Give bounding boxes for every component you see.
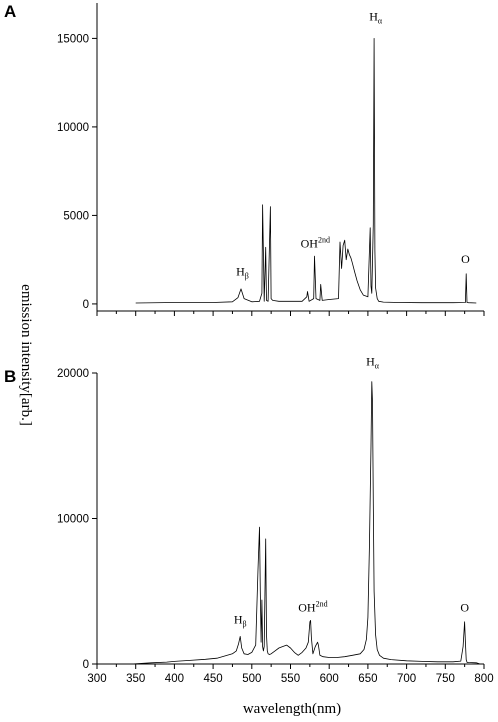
panel-b-x-tick-label: 600 bbox=[320, 673, 339, 685]
panel-a-y-tick-label: 10000 bbox=[57, 122, 89, 134]
panel-a-y-tick-label: 5000 bbox=[63, 210, 89, 222]
panel-b-x-tick-label: 500 bbox=[242, 673, 261, 685]
panel-b-x-tick-label: 300 bbox=[87, 673, 106, 685]
panel-b-y-tick-label: 0 bbox=[83, 659, 89, 671]
panel-b-x-tick-label: 350 bbox=[126, 673, 145, 685]
panel-a-letter: A bbox=[4, 2, 16, 21]
panel-b-chart: 0 10000 20000 300 350 400 450 500 550 600 650 700 75… bbox=[57, 355, 494, 685]
panel-b-peak-label: O bbox=[460, 601, 469, 615]
panel-b-x-tick-label: 700 bbox=[397, 673, 416, 685]
panel-a-y-tick-label: 15000 bbox=[57, 33, 89, 45]
panel-b-peak-label: Hα bbox=[366, 355, 380, 371]
panel-b-x-tick-label: 400 bbox=[165, 673, 184, 685]
panel-b-x-tick-label: 450 bbox=[204, 673, 223, 685]
panel-a-peak-label: Hα bbox=[369, 10, 383, 26]
x-axis-title: wavelength(nm) bbox=[243, 701, 341, 717]
panel-a-peak-label: Hβ bbox=[236, 265, 249, 281]
panel-b-x-tick-label: 750 bbox=[436, 673, 455, 685]
panel-a-peak-label: OH2nd bbox=[301, 235, 330, 250]
panel-a-peak-label: O bbox=[461, 252, 470, 266]
panel-b-x-tick-label: 800 bbox=[474, 673, 493, 685]
panel-a-spectrum-line bbox=[135, 38, 477, 304]
panel-b-spectrum-line bbox=[131, 381, 481, 665]
panel-b-y-tick-label: 20000 bbox=[57, 368, 89, 380]
panel-a-chart: 0 5000 10000 15000 Hβ OH2nd Hα O bbox=[57, 3, 485, 316]
panel-b-peak-label: OH2nd bbox=[298, 600, 327, 615]
panel-b-x-tick-label: 650 bbox=[358, 673, 377, 685]
panel-b-letter: B bbox=[4, 367, 16, 386]
panel-a-y-tick-label: 0 bbox=[83, 299, 89, 311]
panel-b-y-tick-label: 10000 bbox=[57, 514, 89, 526]
y-axis-title: emission intensity[arb.] bbox=[18, 284, 34, 426]
panel-b-peak-label: Hβ bbox=[234, 612, 247, 628]
panel-b-x-tick-label: 550 bbox=[281, 673, 300, 685]
